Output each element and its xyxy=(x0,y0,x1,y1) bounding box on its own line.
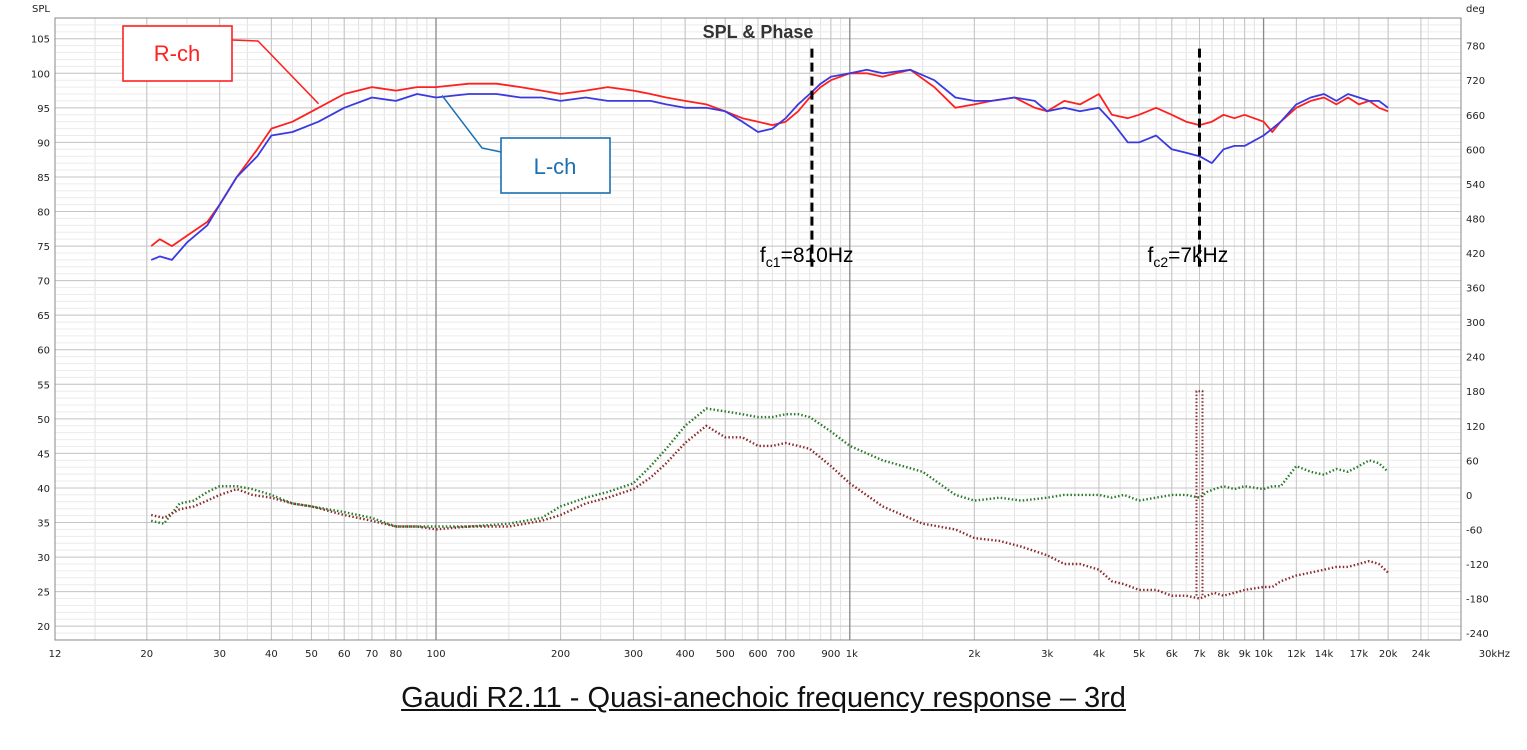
y2-tick-label: 660 xyxy=(1466,111,1485,122)
y2-tick-label: 60 xyxy=(1466,456,1479,467)
crossover-label: fc2=7kHz xyxy=(1147,244,1228,270)
l-ch-spl-series xyxy=(150,68,1389,261)
x-tick-label: 8k xyxy=(1217,649,1229,660)
y2-axis-label: deg xyxy=(1466,4,1485,15)
x-tick-label: 14k xyxy=(1315,649,1334,660)
y-tick-label: 65 xyxy=(37,311,50,322)
chart-title: SPL & Phase xyxy=(703,22,814,42)
x-tick-label: 70 xyxy=(366,649,379,660)
y-tick-label: 95 xyxy=(37,104,50,115)
x-tick-label: 200 xyxy=(551,649,570,660)
y-tick-label: 90 xyxy=(37,138,50,149)
y-tick-label: 25 xyxy=(37,588,50,599)
x-tick-label: 60 xyxy=(338,649,351,660)
major-gridlines xyxy=(54,18,1462,640)
figure-caption: Gaudi R2.11 - Quasi-anechoic frequency r… xyxy=(401,682,1126,714)
y-tick-label: 75 xyxy=(37,242,50,253)
phase-wrap-spike xyxy=(1195,390,1204,596)
y2-tick-label: 420 xyxy=(1466,249,1485,260)
y-tick-label: 40 xyxy=(37,484,50,495)
y2-tick-label: -180 xyxy=(1466,595,1489,606)
x-tick-label: 600 xyxy=(748,649,767,660)
x-tick-label: 20k xyxy=(1379,649,1398,660)
x-tick-label: 500 xyxy=(716,649,735,660)
x-tick-labels: 12 20 30 40 50 60 70 80 100 200 300 400 500 600 700 900… xyxy=(49,649,1510,660)
r-ch-callout-box xyxy=(122,25,233,82)
x-tick-label: 900 xyxy=(821,649,840,660)
x-tick-label: 30kHz xyxy=(1479,649,1510,660)
y2-tick-labels: -240 -180 -120 -60 0 60 120 180 240 300 360 420 480 5… xyxy=(1466,42,1489,640)
r-ch-pointer xyxy=(231,39,320,105)
y-tick-labels: 20 25 30 35 40 45 50 55 60 65 70 75 80 85 90 95 100 105 xyxy=(31,35,50,633)
x-tick-label: 400 xyxy=(676,649,695,660)
x-tick-label: 20 xyxy=(140,649,153,660)
x-tick-label: 12k xyxy=(1287,649,1306,660)
y2-tick-label: 180 xyxy=(1466,387,1485,398)
x-tick-label: 10k xyxy=(1254,649,1273,660)
x-tick-label: 30 xyxy=(213,649,226,660)
series-layer xyxy=(150,68,1389,600)
l-ch-pointer xyxy=(441,94,502,153)
y-tick-label: 60 xyxy=(37,346,50,357)
y2-tick-label: -240 xyxy=(1466,629,1489,640)
y-tick-label: 35 xyxy=(37,519,50,530)
x-tick-label: 3k xyxy=(1041,649,1053,660)
y2-tick-label: -60 xyxy=(1466,525,1482,536)
y-tick-label: 55 xyxy=(37,380,50,391)
x-tick-label: 5k xyxy=(1133,649,1145,660)
y-tick-label: 105 xyxy=(31,35,50,46)
r-ch-callout-label: R-ch xyxy=(154,41,200,66)
y-tick-label: 45 xyxy=(37,449,50,460)
crossover-label: fc1=810Hz xyxy=(760,244,854,270)
y2-tick-label: 360 xyxy=(1466,284,1485,295)
x-tick-label: 300 xyxy=(624,649,643,660)
x-tick-label: 7k xyxy=(1193,649,1205,660)
y2-tick-label: 600 xyxy=(1466,145,1485,156)
phase-series-3 xyxy=(150,424,1389,600)
y2-tick-label: 300 xyxy=(1466,318,1485,329)
x-tick-label: 24k xyxy=(1412,649,1431,660)
x-tick-label: 4k xyxy=(1093,649,1105,660)
y-tick-label: 100 xyxy=(31,69,50,80)
y-tick-label: 50 xyxy=(37,415,50,426)
y-axis-label: SPL xyxy=(32,4,50,15)
x-tick-label: 100 xyxy=(426,649,445,660)
annotation-layer: fc1=810Hz fc2=7kHz R-ch L-ch xyxy=(122,25,1228,270)
x-tick-label: 6k xyxy=(1166,649,1178,660)
y2-tick-label: 120 xyxy=(1466,422,1485,433)
x-tick-label: 17k xyxy=(1350,649,1369,660)
y-tick-label: 80 xyxy=(37,208,50,219)
x-tick-label: 700 xyxy=(776,649,795,660)
l-ch-callout-label: L-ch xyxy=(534,154,577,179)
spl-phase-chart: SPL deg 20 25 30 35 40 45 50 55 60 65 70 75 80 85 90 95… xyxy=(31,4,1510,660)
y2-tick-label: -120 xyxy=(1466,560,1489,571)
y2-tick-label: 0 xyxy=(1466,491,1472,502)
x-tick-label: 50 xyxy=(305,649,318,660)
y-tick-label: 30 xyxy=(37,553,50,564)
plot-frame xyxy=(54,17,1462,641)
y2-tick-label: 480 xyxy=(1466,214,1485,225)
y-tick-label: 20 xyxy=(37,622,50,633)
y2-tick-label: 720 xyxy=(1466,76,1485,87)
y2-tick-label: 780 xyxy=(1466,42,1485,53)
x-tick-label: 40 xyxy=(265,649,278,660)
x-tick-label: 9k xyxy=(1239,649,1251,660)
y2-tick-label: 540 xyxy=(1466,180,1485,191)
r-ch-spl-series xyxy=(150,68,1389,248)
y-tick-label: 70 xyxy=(37,277,50,288)
x-tick-label: 80 xyxy=(390,649,403,660)
x-tick-label: 12 xyxy=(49,649,62,660)
l-ch-callout-box xyxy=(500,137,611,194)
x-tick-label: 1k xyxy=(846,649,858,660)
phase-series-2 xyxy=(150,407,1389,528)
x-tick-label: 2k xyxy=(968,649,980,660)
y2-tick-label: 240 xyxy=(1466,353,1485,364)
y-tick-label: 85 xyxy=(37,173,50,184)
